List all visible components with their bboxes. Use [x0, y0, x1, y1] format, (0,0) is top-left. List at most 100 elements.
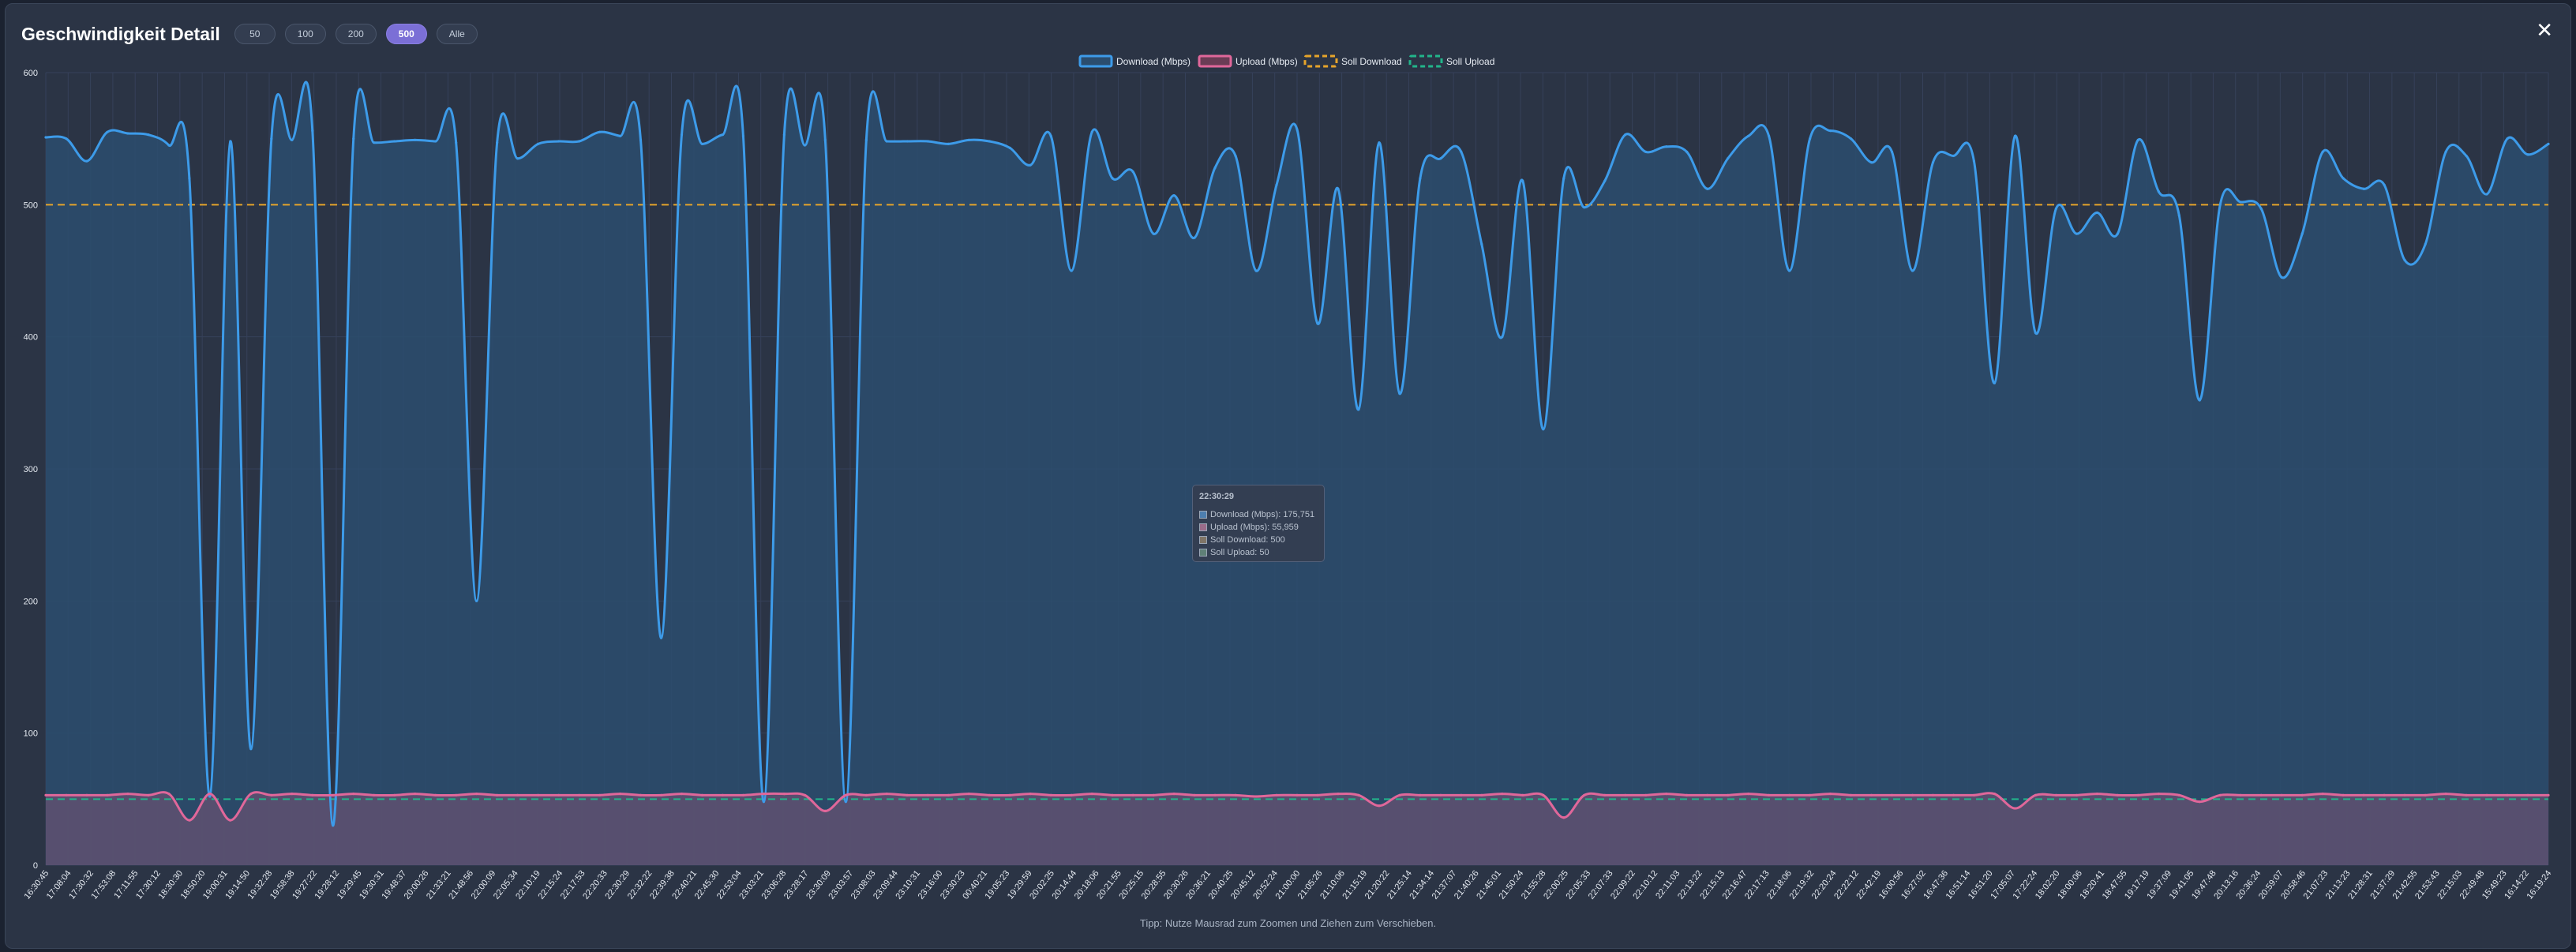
modal-title: Geschwindigkeit Detail — [21, 23, 220, 44]
upload-point — [2239, 793, 2242, 796]
upload-area — [46, 792, 2548, 865]
download-point — [1644, 150, 1648, 153]
download-point — [2321, 150, 2324, 153]
download-point — [1788, 269, 1791, 272]
upload-point — [926, 793, 929, 796]
upload-point — [1603, 793, 1607, 796]
download-point — [1890, 150, 1894, 153]
download-point — [414, 138, 417, 141]
upload-point — [947, 793, 950, 796]
upload-point — [1768, 793, 1771, 796]
upload-point — [1049, 793, 1052, 796]
range-button-200[interactable]: 200 — [335, 24, 377, 44]
download-point — [2362, 187, 2365, 190]
upload-point — [680, 793, 684, 796]
download-point — [926, 140, 929, 143]
upload-point — [2465, 793, 2468, 796]
upload-point — [270, 793, 273, 796]
upload-point — [700, 793, 704, 796]
upload-point — [1460, 793, 1463, 796]
upload-point — [229, 819, 232, 822]
download-point — [1152, 232, 1155, 235]
upload-point — [1562, 816, 1565, 819]
tooltip-line-soll-upload: Soll Upload: 50 — [1210, 548, 1269, 557]
upload-point — [1665, 793, 1668, 796]
download-point — [537, 142, 540, 145]
upload-point — [1131, 793, 1134, 796]
download-point — [2403, 259, 2406, 262]
download-point — [1521, 179, 1524, 182]
download-point — [844, 800, 847, 804]
upload-point — [557, 793, 561, 796]
download-point — [741, 134, 745, 137]
download-point — [1439, 157, 1442, 160]
upload-point — [1972, 793, 1976, 796]
upload-point — [1808, 793, 1812, 796]
upload-point — [2177, 793, 2180, 796]
close-button[interactable]: ✕ — [2536, 18, 2553, 42]
upload-point — [1849, 793, 1853, 796]
range-button-50[interactable]: 50 — [234, 24, 276, 44]
upload-point — [2013, 807, 2017, 810]
download-point — [782, 133, 786, 137]
download-point — [393, 140, 396, 143]
download-point — [2383, 183, 2386, 186]
upload-point — [1275, 793, 1278, 796]
range-button-alle[interactable]: Alle — [436, 24, 478, 44]
upload-point — [1172, 793, 1176, 796]
tooltip-swatch-soll-download — [1199, 536, 1207, 544]
tooltip-line-soll-download: Soll Download: 500 — [1210, 535, 1285, 545]
range-button-500[interactable]: 500 — [385, 24, 427, 44]
download-point — [1419, 177, 1422, 180]
upload-point — [311, 793, 314, 796]
legend-swatch — [1198, 54, 1232, 68]
download-point — [1029, 163, 1032, 167]
download-point — [2444, 150, 2447, 153]
upload-point — [1501, 793, 1504, 796]
upload-point — [2424, 793, 2427, 796]
download-point — [2157, 190, 2160, 193]
range-button-100[interactable]: 100 — [284, 24, 326, 44]
upload-point — [2034, 793, 2038, 796]
legend-swatch — [1078, 54, 1113, 68]
upload-point — [2198, 800, 2201, 804]
download-point — [1172, 194, 1176, 197]
download-point — [1706, 187, 1709, 190]
upload-point — [1357, 793, 1360, 796]
upload-point — [2054, 793, 2057, 796]
download-point — [65, 137, 68, 141]
upload-point — [516, 793, 519, 796]
modal-header: Geschwindigkeit Detail 50 100 200 500 Al… — [21, 20, 478, 48]
download-point — [2300, 232, 2304, 235]
download-point — [1993, 381, 1997, 384]
download-point — [2259, 207, 2263, 210]
upload-point — [1480, 793, 1483, 796]
download-point — [1727, 157, 1730, 160]
tooltip-row-soll-upload: Soll Upload: 50 — [1199, 546, 1318, 559]
upload-point — [2075, 793, 2078, 796]
y-tick-label: 0 — [33, 861, 38, 871]
y-tick-label: 200 — [24, 597, 38, 606]
tooltip-row-soll-download: Soll Download: 500 — [1199, 534, 1318, 546]
upload-point — [1439, 793, 1442, 796]
download-point — [1295, 128, 1299, 131]
y-tick-label: 600 — [24, 69, 38, 78]
download-point — [1562, 177, 1565, 180]
upload-point — [1624, 793, 1627, 796]
download-point — [2465, 154, 2468, 158]
legend-label: Soll Download — [1341, 56, 1402, 67]
upload-point — [455, 793, 458, 796]
download-point — [1398, 392, 1401, 395]
upload-point — [1316, 793, 1319, 796]
upload-point — [782, 793, 786, 796]
download-point — [557, 140, 561, 143]
upload-point — [1295, 793, 1299, 796]
upload-point — [2218, 793, 2222, 796]
upload-point — [373, 793, 376, 796]
download-point — [823, 138, 827, 141]
download-point — [434, 140, 437, 143]
download-point — [147, 133, 150, 137]
tooltip-swatch-upload — [1199, 523, 1207, 531]
download-point — [126, 132, 129, 135]
